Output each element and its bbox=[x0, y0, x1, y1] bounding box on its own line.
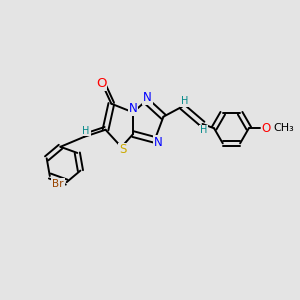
Text: N: N bbox=[129, 102, 137, 116]
Text: N: N bbox=[143, 91, 152, 104]
Text: H: H bbox=[200, 125, 208, 135]
Text: S: S bbox=[119, 143, 127, 157]
Text: N: N bbox=[154, 136, 163, 149]
Text: CH₃: CH₃ bbox=[273, 123, 294, 133]
Text: O: O bbox=[262, 122, 271, 135]
Text: H: H bbox=[181, 96, 188, 106]
Text: Br: Br bbox=[52, 178, 64, 189]
Text: O: O bbox=[96, 77, 106, 90]
Text: H: H bbox=[82, 126, 90, 136]
